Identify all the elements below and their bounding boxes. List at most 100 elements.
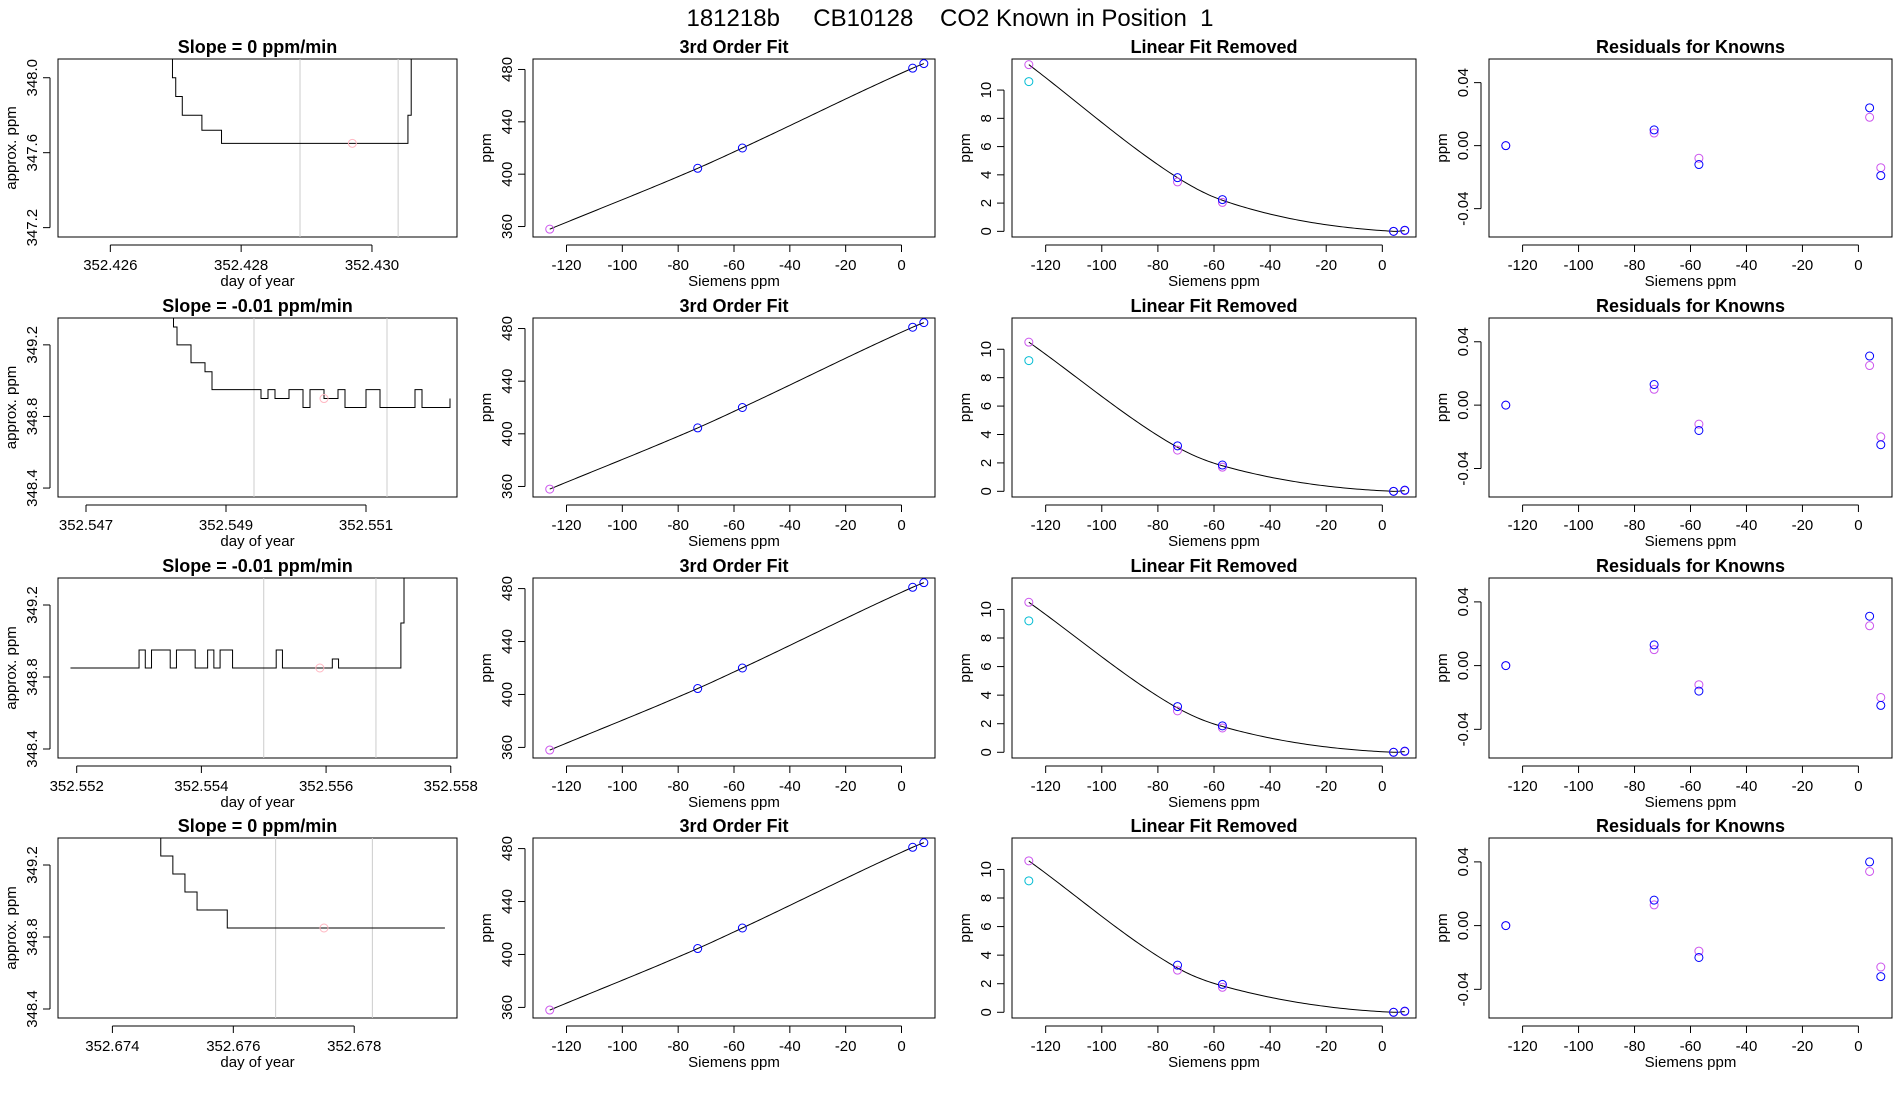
- x-tick-label: -60: [1680, 778, 1702, 795]
- y-tick-label: -0.04: [1455, 192, 1472, 226]
- residual-point-blue: [1865, 857, 1875, 867]
- removed-point-blue: [1217, 721, 1227, 731]
- x-tick-label: -100: [1087, 257, 1117, 274]
- panel-title: Residuals for Knowns: [1596, 556, 1785, 576]
- y-axis-label: ppm: [1434, 133, 1451, 162]
- x-axis-label: Siemens ppm: [1168, 1054, 1260, 1071]
- residual-point-blue: [1649, 895, 1659, 905]
- panel-title: Linear Fit Removed: [1130, 296, 1297, 316]
- residual-point-violet: [1649, 900, 1659, 910]
- removed-curve: [1028, 860, 1405, 1013]
- y-tick-label: 480: [499, 57, 516, 82]
- x-tick-label: -40: [1736, 257, 1758, 274]
- x-tick-label: -20: [835, 517, 857, 534]
- x-axis-label: day of year: [220, 1054, 294, 1071]
- x-tick-label: -60: [723, 517, 745, 534]
- y-axis-label: ppm: [957, 133, 974, 162]
- x-tick-label: 352.558: [424, 778, 478, 795]
- x-axis-label: Siemens ppm: [1645, 794, 1737, 811]
- x-tick-label: -120: [551, 778, 581, 795]
- residual-point-blue: [1649, 380, 1659, 390]
- removed-point-violet: [1217, 723, 1227, 733]
- residual-point-violet: [1694, 946, 1704, 956]
- x-axis-label: Siemens ppm: [688, 273, 780, 290]
- y-tick-label: 400: [499, 942, 516, 967]
- plot-frame: [1488, 317, 1893, 498]
- x-axis-label: Siemens ppm: [688, 794, 780, 811]
- y-tick-label: 2: [978, 980, 995, 988]
- linear-removed-panel: Linear Fit Removed -120 -100 -80 -60 -40 -20 0 S…: [957, 296, 1417, 550]
- x-tick-label: 0: [897, 1038, 905, 1055]
- x-tick-label: -20: [835, 257, 857, 274]
- residual-point-blue: [1501, 921, 1511, 931]
- x-tick-label: -60: [1680, 1038, 1702, 1055]
- y-tick-label: 4: [978, 951, 995, 959]
- y-axis-label: ppm: [478, 393, 495, 422]
- x-tick-label: 352.547: [59, 517, 113, 534]
- co2-trace-line: [173, 318, 451, 408]
- mean-marker: [319, 923, 329, 933]
- fit-point: [919, 578, 929, 588]
- x-tick-label: -40: [779, 517, 801, 534]
- residual-point-violet: [1649, 128, 1659, 138]
- removed-point-violet: [1024, 60, 1034, 70]
- trace-group: [154, 838, 445, 929]
- removed-point-blue: [1400, 485, 1410, 495]
- y-tick-label: 4: [978, 171, 995, 179]
- residual-point-violet: [1865, 866, 1875, 876]
- x-tick-label: -100: [607, 1038, 637, 1055]
- x-tick-label: -100: [607, 778, 637, 795]
- mean-marker: [319, 394, 329, 404]
- removed-point-blue: [1217, 979, 1227, 989]
- removed-point-blue: [1389, 226, 1399, 236]
- removed-point-blue: [1400, 1006, 1410, 1016]
- x-tick-label: -120: [551, 257, 581, 274]
- y-tick-label: 480: [499, 316, 516, 341]
- x-tick-label: -80: [1147, 778, 1169, 795]
- removed-point-cyan: [1024, 616, 1034, 626]
- y-axis-label: ppm: [1434, 913, 1451, 942]
- removed-point-blue: [1173, 441, 1183, 451]
- residuals-panel: Residuals for Knowns -120 -100 -80 -60 -40 -20…: [1434, 296, 1893, 550]
- x-tick-label: -60: [723, 778, 745, 795]
- y-tick-label: 360: [499, 995, 516, 1020]
- panel-title: Residuals for Knowns: [1596, 296, 1785, 316]
- x-tick-label: -120: [551, 1038, 581, 1055]
- x-tick-label: 352.556: [299, 778, 353, 795]
- x-tick-label: 0: [1378, 517, 1386, 534]
- residual-point-violet: [1865, 361, 1875, 371]
- x-tick-label: -20: [1315, 1038, 1337, 1055]
- x-tick-label: 352.428: [214, 257, 268, 274]
- y-axis-label: approx. ppm: [3, 626, 20, 709]
- fit-point: [545, 745, 555, 755]
- trace-group: [173, 318, 451, 408]
- residuals-panel: Residuals for Knowns -120 -100 -80 -60 -40 -20…: [1434, 556, 1893, 811]
- x-axis-label: Siemens ppm: [1645, 533, 1737, 550]
- x-axis-label: day of year: [220, 794, 294, 811]
- y-tick-label: 349.2: [24, 846, 41, 884]
- panel-title: Linear Fit Removed: [1130, 37, 1297, 57]
- y-tick-label: 400: [499, 421, 516, 446]
- x-tick-label: 0: [897, 257, 905, 274]
- residual-point-violet: [1694, 153, 1704, 163]
- x-tick-label: -80: [667, 778, 689, 795]
- plot-frame: [1488, 58, 1893, 238]
- y-tick-label: 0.04: [1455, 587, 1472, 616]
- residual-point-blue: [1694, 425, 1704, 435]
- fit-curve: [549, 322, 925, 490]
- panel-title: Slope = -0.01 ppm/min: [162, 296, 353, 316]
- fit-point: [908, 842, 918, 852]
- x-tick-label: -120: [1031, 257, 1061, 274]
- x-tick-label: -80: [667, 1038, 689, 1055]
- x-tick-label: 0: [1378, 257, 1386, 274]
- x-tick-label: -100: [607, 257, 637, 274]
- removed-point-blue: [1217, 195, 1227, 205]
- trace-group: [70, 578, 405, 669]
- y-tick-label: 0.00: [1455, 391, 1472, 420]
- x-tick-label: -120: [1508, 778, 1538, 795]
- y-axis-label: approx. ppm: [3, 106, 20, 189]
- fit-point: [919, 318, 929, 328]
- x-tick-label: -40: [1736, 517, 1758, 534]
- removed-curve: [1028, 64, 1405, 232]
- fit-point: [908, 582, 918, 592]
